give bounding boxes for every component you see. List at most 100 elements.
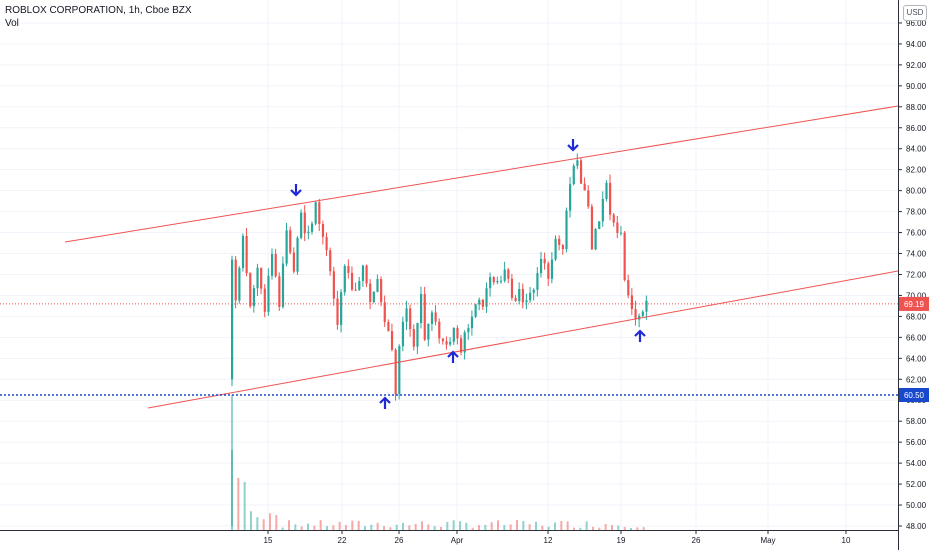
candle-body: [438, 321, 441, 339]
channel-upper-line: [64, 105, 899, 243]
price-tick-label: 90.00: [906, 82, 927, 91]
currency-badge[interactable]: USD: [903, 5, 927, 21]
price-tick-label: 88.00: [906, 103, 927, 112]
volume-bar: [528, 524, 531, 530]
candle-body: [412, 329, 415, 347]
price-tick-label: 82.00: [906, 166, 927, 175]
channel-lower-line: [147, 270, 899, 409]
volume-bar: [250, 511, 252, 530]
candle-body: [514, 297, 517, 301]
candle-body: [456, 328, 459, 339]
price-tick-label: 86.00: [906, 124, 927, 133]
volume-bar: [269, 513, 271, 530]
candle-body: [278, 276, 281, 307]
candle-body: [292, 252, 295, 272]
time-tick-label: 12: [544, 536, 553, 545]
candle-body: [619, 232, 623, 234]
time-tick-label: 15: [264, 536, 273, 545]
volume-bar: [617, 525, 620, 530]
volume-bar: [535, 521, 537, 530]
volume-bar: [579, 527, 582, 530]
candle-body: [579, 160, 583, 184]
candle-body: [449, 341, 452, 345]
candle-body: [609, 182, 612, 215]
volume-bar: [478, 525, 480, 530]
volume-bar: [243, 482, 246, 530]
candle-body: [336, 298, 339, 325]
candle-body: [441, 338, 445, 342]
candle-body: [565, 210, 568, 250]
time-tick-label: 26: [692, 536, 701, 545]
candle-body: [525, 300, 528, 303]
candle-body: [638, 315, 641, 320]
candle-body: [303, 212, 306, 234]
candle-body: [390, 331, 394, 350]
candle-body: [365, 265, 368, 284]
candle-body: [434, 312, 437, 322]
candle-body: [387, 322, 390, 332]
candle-body: [539, 259, 543, 274]
volume-bar: [592, 526, 594, 530]
volume-bar: [459, 521, 461, 530]
candle-body: [485, 288, 488, 307]
candle-body: [358, 280, 361, 290]
price-tick-label: 96.00: [906, 19, 927, 28]
volume-bar: [573, 527, 575, 530]
volume-bar: [370, 524, 373, 530]
time-tick-label: May: [760, 536, 775, 545]
candle-body: [518, 288, 521, 301]
candle-body: [332, 271, 335, 299]
price-tick-label: 68.00: [906, 312, 927, 321]
volume-bar: [237, 478, 240, 530]
candle-body: [550, 259, 554, 279]
volume-bar: [383, 526, 385, 530]
arrow-head: [379, 396, 391, 404]
candle-body: [394, 349, 397, 395]
candle-body: [260, 267, 263, 289]
candle-body: [369, 283, 372, 303]
volume-bar: [389, 527, 392, 530]
volume-bar: [313, 525, 316, 530]
candle-body: [241, 235, 245, 268]
candle-body: [569, 184, 572, 211]
candle-body: [256, 267, 259, 289]
candle-body: [321, 224, 325, 237]
candle-body: [350, 272, 354, 290]
arrow-head: [567, 144, 579, 152]
volume-bar: [598, 527, 601, 530]
candle-body: [499, 280, 503, 282]
volume-bar: [256, 517, 259, 530]
price-tick-label: 78.00: [906, 208, 927, 217]
candle-body: [245, 235, 248, 274]
candle-body: [307, 231, 310, 234]
candle-body: [452, 328, 455, 342]
symbol-title[interactable]: ROBLOX CORPORATION, 1h, Cboe BZX: [5, 5, 192, 16]
volume-bar: [497, 520, 499, 530]
candle-body: [634, 309, 637, 320]
time-tick-label: 22: [338, 536, 347, 545]
volume-bar: [345, 525, 347, 530]
candle-body: [285, 230, 288, 264]
volume-bar: [490, 522, 493, 530]
price-tick-label: 94.00: [906, 40, 927, 49]
arrow-down-icon: [567, 139, 579, 152]
candle-body: [318, 202, 321, 225]
candle-body: [401, 321, 405, 347]
candle-body: [594, 228, 597, 250]
candle-body: [587, 190, 590, 207]
candle-body: [354, 289, 357, 291]
volume-bar: [566, 521, 569, 530]
time-tick-label: Apr: [451, 536, 464, 545]
volume-indicator-label[interactable]: Vol: [5, 18, 19, 29]
level-price-label: 60.50: [904, 391, 925, 400]
candle-body: [478, 299, 481, 305]
candle-body: [481, 299, 484, 307]
price-tick-label: 56.00: [906, 438, 927, 447]
candle-body: [274, 253, 277, 277]
volume-bar: [332, 525, 335, 530]
arrow-down-icon: [290, 184, 302, 197]
candle-body: [296, 237, 299, 272]
candle-body: [383, 302, 386, 323]
